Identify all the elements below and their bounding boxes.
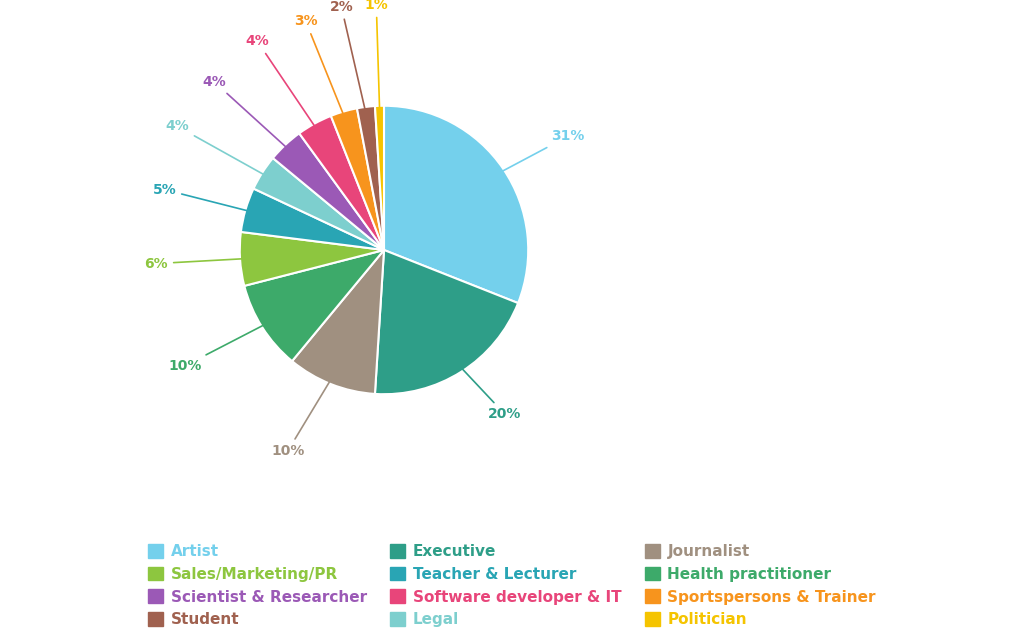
Wedge shape (375, 250, 518, 394)
Wedge shape (299, 116, 384, 250)
Legend: Artist, Sales/Marketing/PR, Scientist & Researcher, Student, Executive, Teacher : Artist, Sales/Marketing/PR, Scientist & … (142, 538, 882, 633)
Text: 2%: 2% (330, 0, 368, 119)
Text: 4%: 4% (203, 75, 293, 153)
Text: 10%: 10% (271, 373, 335, 458)
Text: 4%: 4% (166, 119, 272, 179)
Wedge shape (240, 232, 384, 286)
Wedge shape (241, 188, 384, 250)
Wedge shape (254, 158, 384, 250)
Text: 5%: 5% (153, 183, 257, 213)
Wedge shape (384, 106, 528, 303)
Wedge shape (272, 133, 384, 250)
Text: 4%: 4% (246, 35, 319, 134)
Text: 31%: 31% (494, 129, 585, 176)
Wedge shape (331, 108, 384, 250)
Wedge shape (357, 106, 384, 250)
Text: 10%: 10% (168, 320, 272, 373)
Text: 3%: 3% (294, 15, 347, 123)
Text: 1%: 1% (365, 0, 388, 117)
Text: 6%: 6% (144, 256, 252, 271)
Wedge shape (245, 250, 384, 361)
Wedge shape (292, 250, 384, 394)
Text: 20%: 20% (456, 362, 521, 421)
Wedge shape (375, 106, 384, 250)
